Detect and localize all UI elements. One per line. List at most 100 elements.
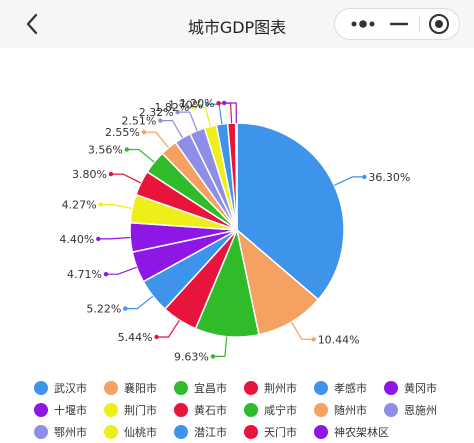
leader-dot — [175, 109, 180, 115]
leader-line — [333, 176, 365, 186]
slice-percent-label: 10.44% — [318, 333, 360, 346]
leader-line — [224, 102, 237, 124]
pie-chart: 36.30% 10.44% 9.63% 5.44% 5.22% 4.71% 4.40% 4.2… — [59, 97, 410, 363]
more-dots-icon[interactable] — [343, 9, 383, 39]
leader-dot — [216, 101, 221, 106]
legend-item[interactable]: 神农架林区 — [314, 422, 389, 442]
slice-percent-label: 5.22% — [86, 303, 121, 316]
legend-item[interactable]: 鄂州市 — [34, 422, 87, 442]
legend-swatch — [34, 381, 48, 395]
leader-dot — [108, 171, 114, 177]
pie-slices — [129, 122, 345, 338]
leader-line — [100, 203, 133, 210]
leader-line — [111, 173, 142, 184]
leader-dot — [154, 334, 159, 340]
capsule-divider — [419, 16, 420, 32]
leader-line — [160, 119, 184, 139]
slice-percent-label: 1.82% — [154, 101, 189, 114]
legend-item[interactable]: 荆门市 — [104, 400, 157, 420]
legend-label: 荆州市 — [264, 382, 297, 395]
leader-line — [125, 295, 154, 310]
label-leader-lines — [96, 100, 367, 359]
legend-item[interactable]: 黄石市 — [174, 400, 227, 420]
leader-dot — [96, 236, 101, 242]
legend-item[interactable]: 咸宁市 — [244, 400, 297, 420]
leader-dot — [123, 306, 128, 311]
pie-slice[interactable] — [234, 122, 238, 231]
leader-dot — [98, 202, 103, 207]
legend-item[interactable]: 襄阳市 — [104, 378, 157, 398]
leader-dot — [311, 337, 316, 342]
legend-swatch — [314, 381, 328, 395]
legend-label: 襄阳市 — [124, 382, 157, 395]
leader-dot — [204, 102, 210, 107]
legend-swatch — [314, 425, 328, 439]
legend-item[interactable]: 荆州市 — [244, 378, 297, 398]
legend-label: 孝感市 — [334, 382, 367, 395]
slice-percent-label: 4.27% — [62, 199, 97, 212]
leader-line — [177, 111, 198, 131]
legend-item[interactable]: 随州市 — [314, 400, 367, 420]
legend-swatch — [104, 403, 118, 417]
legend-item[interactable]: 黄冈市 — [384, 378, 437, 398]
target-close-icon[interactable] — [423, 9, 457, 39]
slice-percent-label: 1.70% — [168, 98, 203, 111]
leader-dot — [210, 354, 216, 359]
legend-swatch — [104, 381, 118, 395]
pie-data-labels: 36.30% 10.44% 9.63% 5.44% 5.22% 4.71% 4.40% 4.2… — [59, 97, 410, 363]
slice-percent-label: 2.32% — [139, 106, 174, 119]
minimize-icon[interactable] — [383, 9, 415, 39]
legend-swatch — [174, 403, 188, 417]
leader-dot — [124, 147, 129, 152]
legend-label: 仙桃市 — [124, 426, 157, 439]
legend-label: 荆门市 — [124, 404, 157, 417]
leader-line — [290, 321, 314, 340]
legend-swatch — [174, 381, 188, 395]
legend-label: 随州市 — [334, 404, 367, 417]
page-title: 城市GDP图表 — [187, 18, 287, 37]
legend-item[interactable]: 武汉市 — [34, 378, 87, 398]
slice-percent-label: 2.55% — [105, 126, 140, 139]
legend-label: 武汉市 — [54, 382, 87, 395]
legend-item[interactable]: 潜江市 — [174, 422, 227, 442]
legend-label: 十堰市 — [54, 404, 87, 417]
leader-dot — [103, 272, 109, 277]
leader-dot — [141, 130, 147, 135]
legend-item[interactable]: 恩施州 — [384, 400, 437, 420]
leader-line — [193, 106, 211, 127]
leader-dot — [158, 118, 163, 123]
leader-line — [106, 266, 137, 275]
slice-percent-label: 3.80% — [72, 168, 107, 181]
leader-line — [98, 236, 131, 240]
legend-swatch — [34, 425, 48, 439]
slice-percent-label: 4.71% — [67, 268, 102, 281]
pie-slice[interactable] — [235, 227, 320, 336]
slice-percent-label: 5.44% — [118, 331, 153, 344]
legend-swatch — [174, 425, 188, 439]
legend-label: 宜昌市 — [194, 382, 227, 395]
legend-item[interactable]: 天门市 — [244, 422, 297, 442]
legend-label: 黄冈市 — [404, 382, 437, 395]
legend-item[interactable]: 宜昌市 — [174, 378, 227, 398]
legend-swatch — [104, 425, 118, 439]
legend-item[interactable]: 十堰市 — [34, 400, 87, 420]
slice-percent-label: 9.63% — [174, 350, 209, 363]
slice-percent-label: 4.40% — [59, 233, 94, 246]
chevron-left-icon[interactable] — [20, 10, 46, 38]
navigation-bar: 城市GDP图表 — [0, 0, 474, 48]
legend-label: 天门市 — [264, 426, 297, 439]
legend-label: 潜江市 — [194, 426, 227, 439]
slice-percent-label: 3.56% — [88, 144, 123, 157]
leader-dot — [191, 104, 196, 110]
legend-swatch — [244, 381, 258, 395]
leader-dot — [362, 174, 367, 180]
legend-label: 咸宁市 — [264, 404, 297, 417]
slice-percent-label: 36.30% — [368, 171, 410, 184]
capsule-menu — [334, 8, 460, 40]
leader-line — [156, 319, 180, 338]
legend-swatch — [244, 425, 258, 439]
legend-item[interactable]: 仙桃市 — [104, 422, 157, 442]
pie-slice[interactable] — [236, 122, 345, 301]
legend-item[interactable]: 孝感市 — [314, 378, 367, 398]
leader-line — [143, 131, 170, 148]
